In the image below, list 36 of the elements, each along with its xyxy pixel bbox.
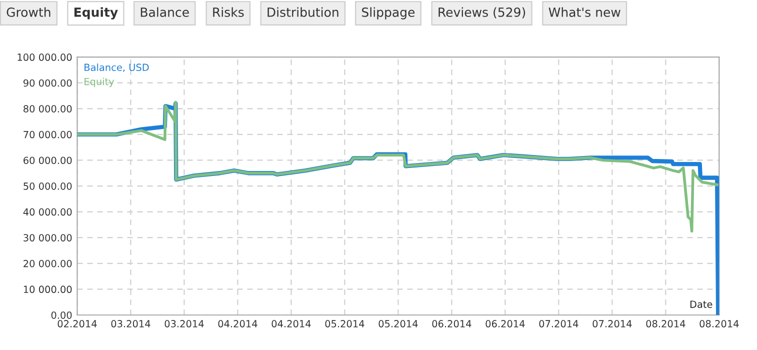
y-tick-label: 70 000.00 [24, 130, 72, 138]
text: Reviews (529) [438, 7, 526, 18]
y-tick-label: 40 000.00 [23, 208, 72, 216]
x-tick-label: 06.2014 [486, 320, 525, 328]
x-tick-label: 06.2014 [432, 320, 472, 328]
x-tick-label: 02.2014 [58, 320, 97, 328]
x-tick-label: 05.2014 [325, 320, 364, 328]
x-tick-label: 08.2014 [646, 320, 686, 328]
y-tick-label: 0.00 [51, 311, 72, 319]
y-tick-label: 90 000.00 [23, 79, 72, 87]
text: Equity [84, 78, 114, 88]
line-series [77, 100, 718, 233]
text: Growth [6, 7, 50, 17]
text: Equity [74, 7, 118, 20]
y-tick-label: 20 000.00 [24, 260, 72, 268]
y-tick-label: 10 000.00 [24, 286, 72, 294]
text: Risks [213, 7, 244, 17]
text: Slippage [362, 7, 415, 20]
x-tick-label: 07.2014 [592, 320, 632, 328]
text: Balance [140, 7, 189, 17]
text: What's new [548, 7, 620, 17]
y-tick-label: 50 000.00 [24, 182, 72, 190]
text: Balance, USD [84, 64, 149, 72]
x-axis-title: Date [690, 300, 712, 308]
y-tick-label: 80 000.00 [24, 105, 72, 112]
x-tick-label: 04.2014 [218, 320, 258, 328]
y-tick-label: 100 000.00 [18, 54, 72, 61]
y-tick-label: 30 000.00 [24, 234, 72, 242]
x-tick-label: 03.2014 [111, 320, 150, 328]
text: Distribution [268, 7, 338, 17]
x-tick-label: 08.2014 [700, 320, 739, 328]
y-tick-label: 60 000.00 [24, 156, 72, 164]
x-tick-label: 07.2014 [539, 320, 578, 328]
x-tick-label: 05.2014 [378, 320, 418, 328]
x-tick-label: 03.2014 [164, 320, 204, 328]
x-tick-label: 04.2014 [272, 320, 311, 328]
